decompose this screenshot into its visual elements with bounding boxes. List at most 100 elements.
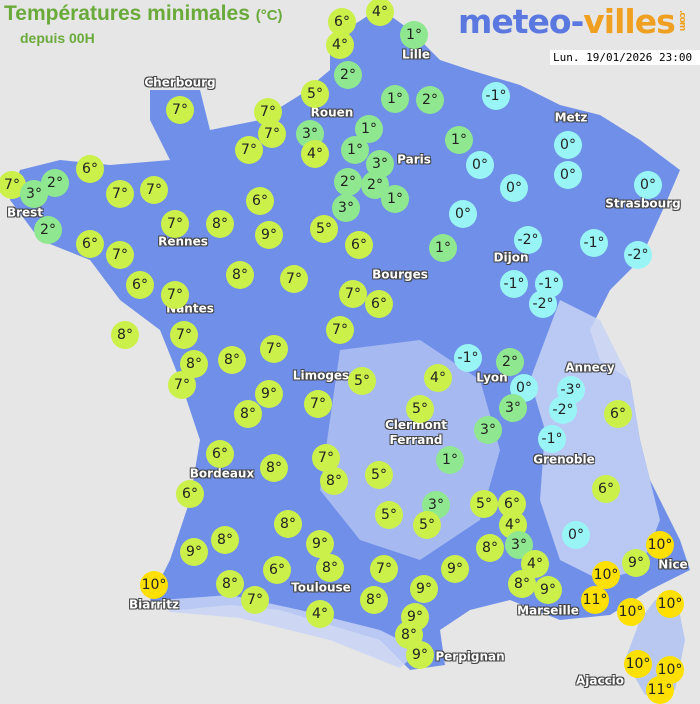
temperature-marker: 7°	[166, 96, 194, 124]
massif-central-relief	[320, 340, 500, 560]
temperature-marker: 5°	[301, 80, 329, 108]
city-label: Lille	[401, 47, 431, 62]
city-label: Clermont Ferrand	[384, 418, 448, 447]
temperature-marker: 10°	[656, 590, 684, 618]
temperature-marker: 7°	[235, 136, 263, 164]
city-label: Paris	[397, 152, 431, 167]
temperature-marker: 2°	[416, 86, 444, 114]
temperature-marker: 8°	[218, 346, 246, 374]
temperature-marker: 5°	[413, 511, 441, 539]
temperature-marker: 7°	[370, 555, 398, 583]
alps-relief	[530, 300, 660, 580]
temperature-marker: -2°	[549, 396, 577, 424]
map-subtitle: depuis 00H	[20, 30, 95, 46]
temperature-marker: 6°	[604, 400, 632, 428]
temperature-marker: 11°	[581, 586, 609, 614]
temperature-marker: 9°	[255, 221, 283, 249]
temperature-marker: 7°	[339, 280, 367, 308]
temperature-marker: 10°	[624, 650, 652, 678]
city-label: Lyon	[476, 370, 508, 385]
temperature-marker: 2°	[496, 348, 524, 376]
temperature-marker: 4°	[366, 0, 394, 26]
temperature-marker: -1°	[482, 82, 510, 110]
temperature-marker: 0°	[554, 161, 582, 189]
temperature-marker: 8°	[508, 570, 536, 598]
city-label: Brest	[6, 205, 44, 220]
city-label: Bourges	[372, 267, 428, 282]
city-label: Marseille	[517, 603, 579, 618]
temperature-marker: 7°	[241, 586, 269, 614]
temperature-marker: -1°	[538, 425, 566, 453]
map-title: Températures minimales (°C)	[4, 2, 283, 26]
logo-part-b: villes	[583, 2, 675, 41]
temperature-marker: 2°	[41, 169, 69, 197]
logo-com: .com	[676, 10, 687, 31]
temperature-marker: 3°	[474, 416, 502, 444]
temperature-marker: 10°	[617, 598, 645, 626]
temperature-marker: 9°	[255, 380, 283, 408]
temperature-marker: 8°	[476, 534, 504, 562]
city-label: Ajaccio	[575, 673, 625, 688]
temperature-marker: 2°	[34, 216, 62, 244]
temperature-marker: 5°	[406, 395, 434, 423]
temperature-marker: 8°	[211, 526, 239, 554]
city-label: Rennes	[158, 234, 208, 249]
temperature-marker: -1°	[454, 344, 482, 372]
city-label: Biarritz	[128, 597, 180, 612]
temperature-marker: 1°	[341, 136, 369, 164]
temperature-marker: 9°	[306, 530, 334, 558]
temperature-marker: 7°	[106, 180, 134, 208]
title-unit: (°C)	[255, 7, 283, 24]
temperature-marker: 9°	[534, 576, 562, 604]
city-label: Limoges	[292, 368, 350, 383]
temperature-marker: 7°	[326, 316, 354, 344]
temperature-marker: 4°	[301, 140, 329, 168]
temperature-marker: 8°	[226, 261, 254, 289]
temperature-marker: 9°	[410, 575, 438, 603]
temperature-marker: 6°	[365, 290, 393, 318]
temperature-marker: 1°	[429, 234, 457, 262]
temperature-marker: 2°	[334, 61, 362, 89]
city-label: Strasbourg	[605, 196, 681, 211]
temperature-marker: 6°	[263, 556, 291, 584]
temperature-marker: -2°	[529, 290, 557, 318]
temperature-marker: 0°	[562, 521, 590, 549]
temperature-marker: 8°	[274, 510, 302, 538]
temperature-marker: 3°	[366, 150, 394, 178]
temperature-marker: 1°	[355, 115, 383, 143]
city-label: Metz	[554, 110, 588, 125]
temperature-marker: 1°	[436, 446, 464, 474]
temperature-marker: 1°	[400, 21, 428, 49]
temperature-marker: -2°	[514, 226, 542, 254]
city-label: Rouen	[310, 105, 354, 120]
temperature-marker: 7°	[140, 176, 168, 204]
city-label: Cherbourg	[144, 75, 216, 90]
temperature-marker: 6°	[76, 155, 104, 183]
temperature-marker: 8°	[216, 570, 244, 598]
temperature-marker: 10°	[592, 561, 620, 589]
temperature-marker: 1°	[381, 185, 409, 213]
temperature-marker: 6°	[206, 440, 234, 468]
temperature-marker: 7°	[280, 265, 308, 293]
temperature-marker: -2°	[624, 241, 652, 269]
temperature-marker: 4°	[326, 31, 354, 59]
temperature-marker: 7°	[161, 281, 189, 309]
temperature-marker: 8°	[260, 454, 288, 482]
city-label: Dijon	[493, 250, 529, 265]
temperature-marker: 7°	[170, 321, 198, 349]
temperature-marker: 1°	[381, 85, 409, 113]
temperature-marker: 8°	[320, 467, 348, 495]
temperature-marker: 2°	[334, 168, 362, 196]
temperature-marker: 8°	[234, 400, 262, 428]
temperature-marker: 7°	[168, 371, 196, 399]
temperature-marker: 9°	[441, 555, 469, 583]
logo-part-a: meteo-	[458, 2, 584, 41]
temperature-marker: 6°	[176, 480, 204, 508]
meteo-villes-logo: meteo-villes .com	[458, 2, 687, 41]
city-label: Toulouse	[291, 580, 351, 595]
temperature-marker: 7°	[161, 210, 189, 238]
temperature-marker: 9°	[406, 641, 434, 669]
temperature-marker: 5°	[470, 490, 498, 518]
temperature-marker: 3°	[499, 394, 527, 422]
temperature-marker: 8°	[111, 321, 139, 349]
